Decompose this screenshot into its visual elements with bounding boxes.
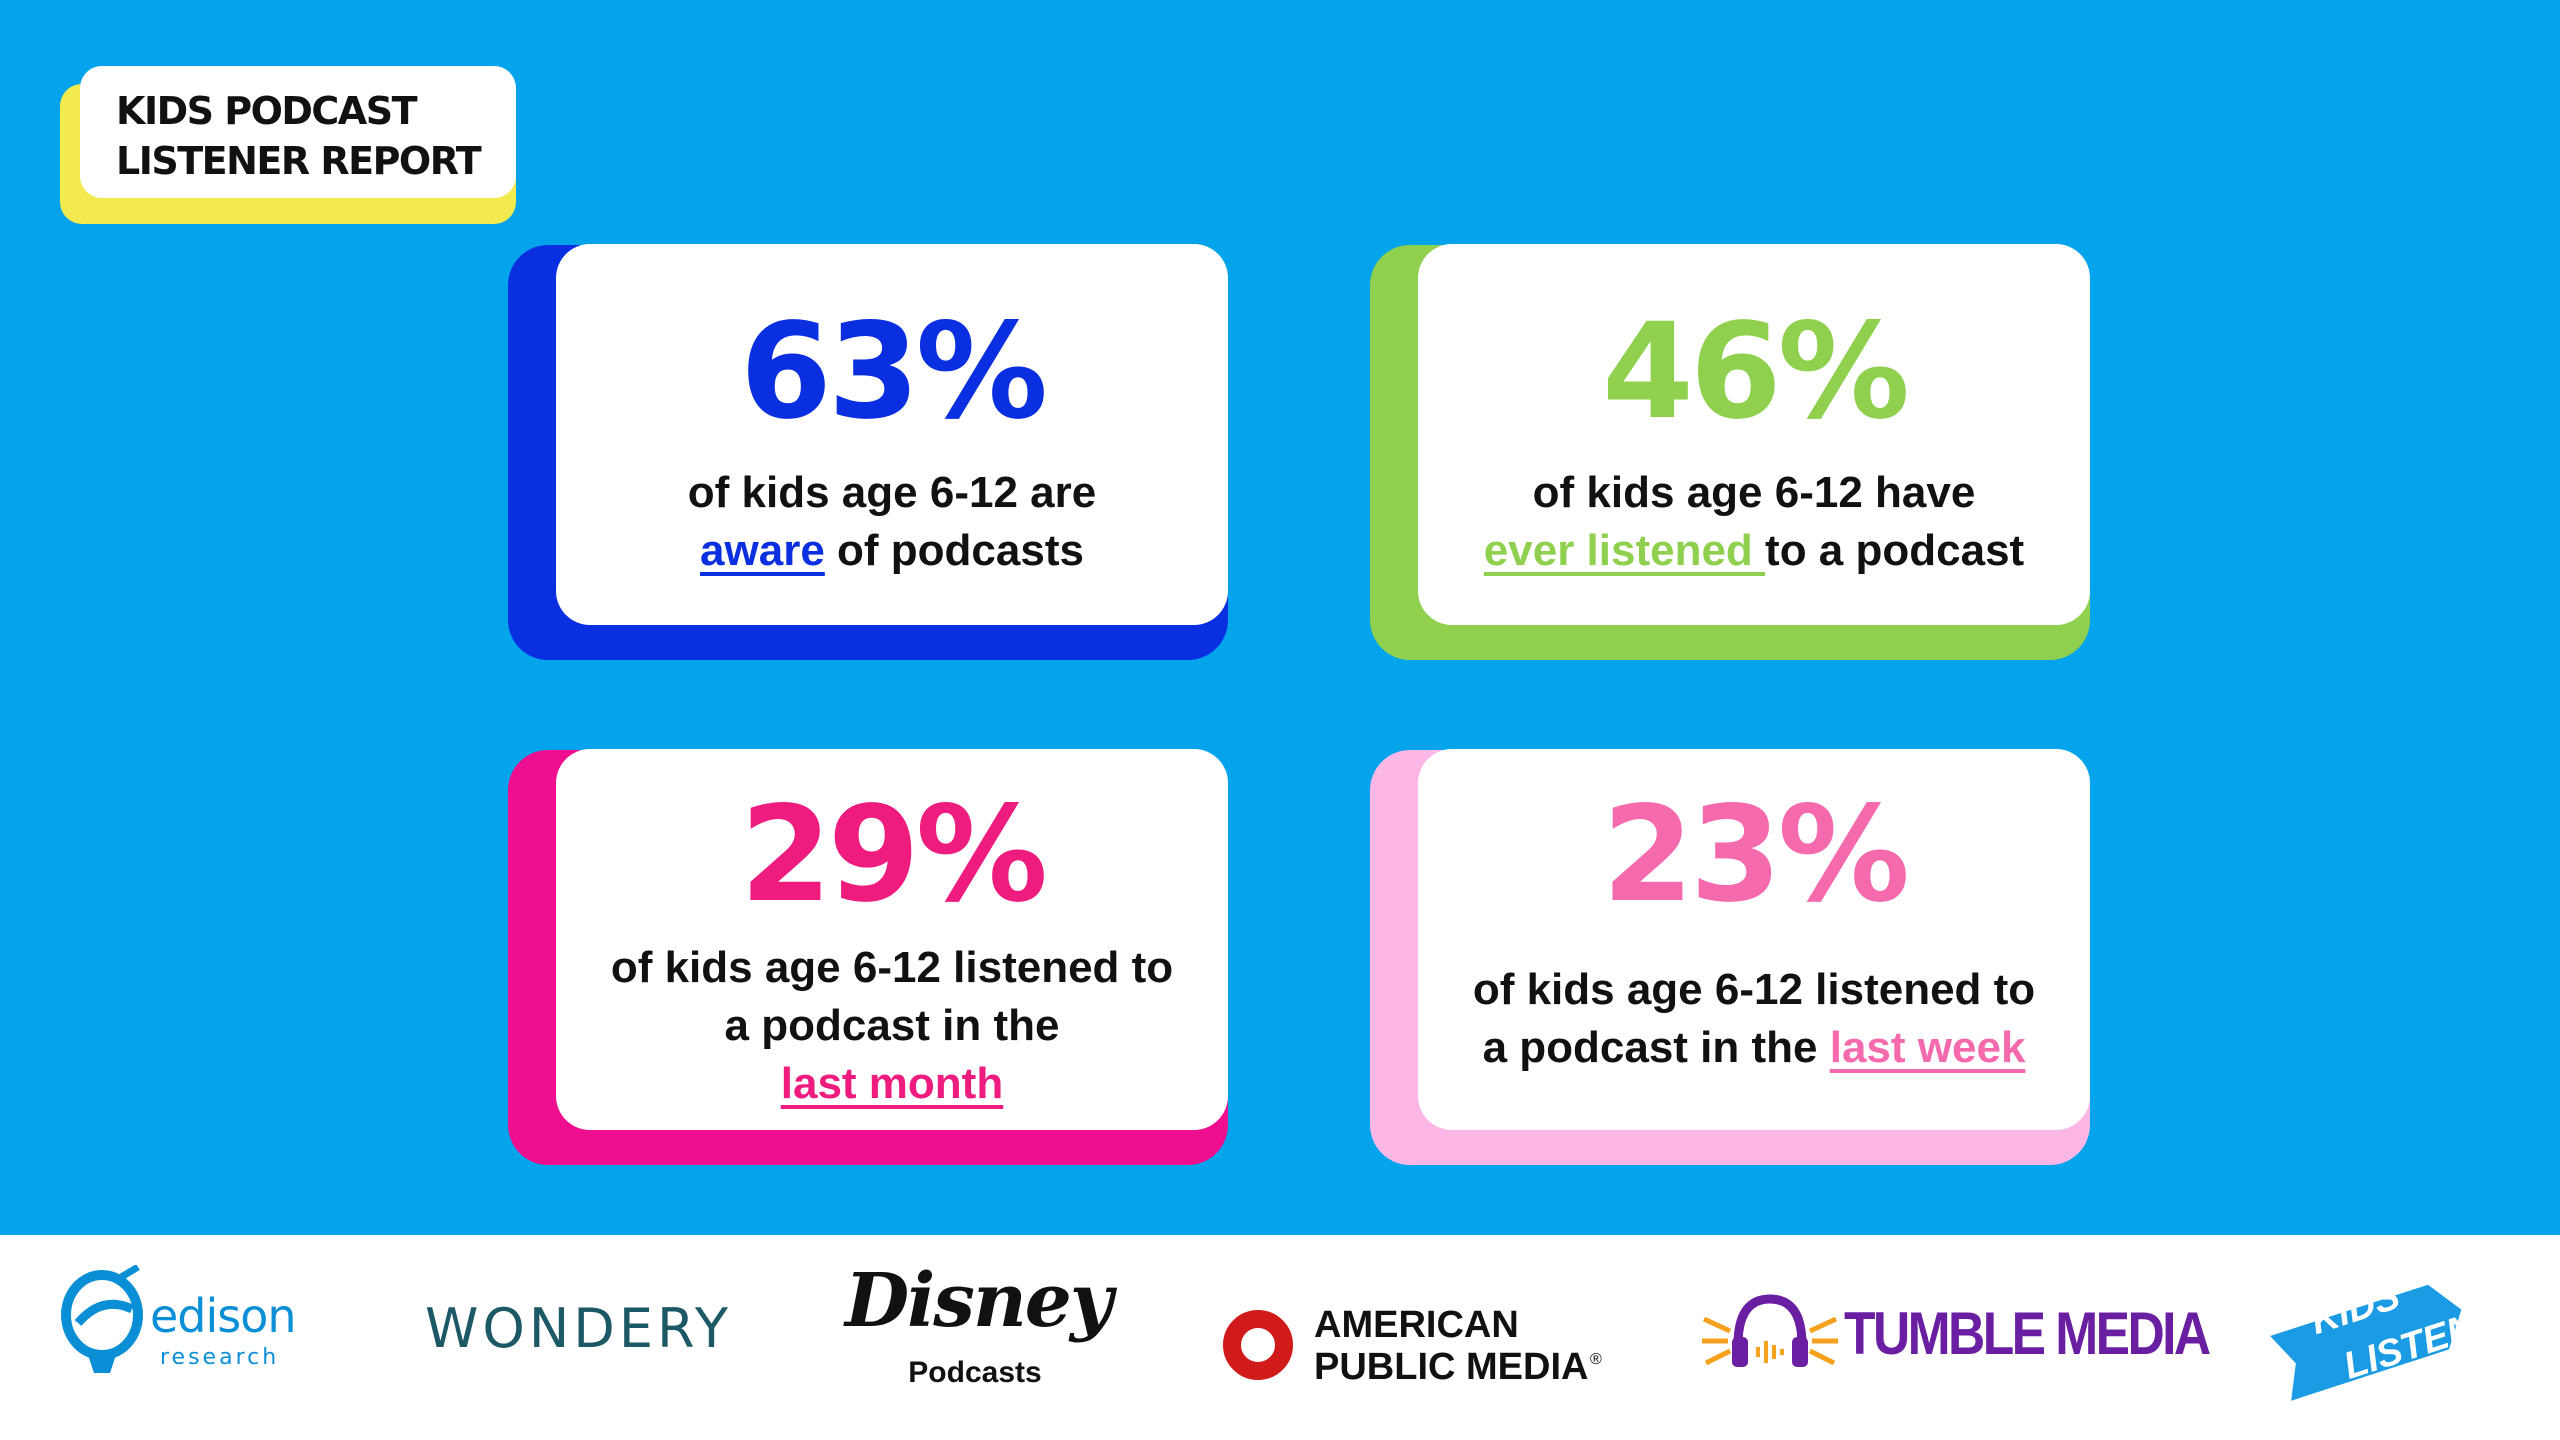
stat-percent: 23% xyxy=(1602,778,1910,932)
tumble-wordmark: TUMBLE MEDIA xyxy=(1844,1300,2211,1367)
stat-card-last-week: 23% of kids age 6-12 listened to a podca… xyxy=(1418,749,2090,1130)
stat-description-line: a podcast in the xyxy=(724,1001,1060,1050)
edison-research-logo: edison research xyxy=(58,1265,318,1395)
stat-card-last-month: 29% of kids age 6-12 listened to a podca… xyxy=(556,749,1228,1130)
stat-description-line: ever listened to a podcast xyxy=(1418,522,2090,580)
disney-subtitle: Podcasts xyxy=(908,1356,1042,1389)
stat-description-line: of kids age 6-12 are xyxy=(687,468,1097,517)
apm-registered-mark: ® xyxy=(1590,1351,1602,1368)
apm-circle-icon xyxy=(1223,1310,1293,1380)
kids-listen-logo: KIDS LISTEN xyxy=(2262,1269,2480,1409)
stat-highlight: ever listened xyxy=(1483,526,1766,575)
infographic-canvas: KIDS PODCAST LISTENER REPORT 63% of kids… xyxy=(60,66,2090,1165)
stat-highlight: aware xyxy=(700,526,825,575)
stat-card-aware: 63% of kids age 6-12 are aware of podcas… xyxy=(556,244,1228,625)
kids-listen-badge-icon xyxy=(2270,1284,2462,1401)
disney-wordmark: Disney xyxy=(845,1258,1113,1344)
edison-wordmark: edison xyxy=(150,1289,297,1343)
stat-description-line: aware of podcasts xyxy=(556,522,1228,580)
stat-description-line: last month xyxy=(556,1055,1228,1113)
stat-description-tail: of podcasts xyxy=(824,526,1084,575)
stat-highlight: last month xyxy=(780,1059,1004,1108)
report-tag-line-1: KIDS PODCAST xyxy=(116,89,418,133)
stat-description-line: a podcast in the last week xyxy=(1418,1019,2090,1077)
apm-line-2: PUBLIC MEDIA xyxy=(1314,1346,1589,1388)
stat-description-line: of kids age 6-12 listened to xyxy=(1472,965,2036,1014)
stat-card-ever-listened: 46% of kids age 6-12 have ever listened … xyxy=(1418,244,2090,625)
american-public-media-logo: AMERICAN PUBLIC MEDIA ® xyxy=(1222,1305,1642,1395)
stat-description-line: of kids age 6-12 have xyxy=(1532,468,1976,517)
edison-subtitle: research xyxy=(160,1345,280,1370)
stat-description-line: of kids age 6-12 listened to xyxy=(610,943,1174,992)
partner-logo-strip: edison research WONDERY Disney Podcasts … xyxy=(0,1235,2560,1440)
stat-percent: 29% xyxy=(740,778,1048,932)
stat-description-lead: a podcast in the xyxy=(1482,1023,1830,1072)
wondery-wordmark: WONDERY xyxy=(425,1297,733,1360)
report-tag: KIDS PODCAST LISTENER REPORT xyxy=(80,66,516,198)
stat-description: of kids age 6-12 listened to a podcast i… xyxy=(556,939,1228,1113)
apm-line-1: AMERICAN xyxy=(1314,1304,1519,1346)
stat-description: of kids age 6-12 are aware of podcasts xyxy=(556,464,1228,580)
report-tag-line-2: LISTENER REPORT xyxy=(116,139,482,183)
stat-percent: 46% xyxy=(1602,295,1910,449)
stat-description: of kids age 6-12 have ever listened to a… xyxy=(1418,464,2090,580)
tumble-media-logo: TUMBLE MEDIA xyxy=(1700,1287,2211,1387)
edison-bulb-icon xyxy=(61,1265,143,1373)
tumble-headphones-icon xyxy=(1702,1294,1838,1367)
disney-podcasts-logo: Disney Podcasts xyxy=(845,1257,1113,1427)
stat-highlight: last week xyxy=(1829,1023,2026,1072)
wondery-logo: WONDERY xyxy=(425,1297,732,1360)
stat-percent: 63% xyxy=(740,295,1048,449)
stat-description: of kids age 6-12 listened to a podcast i… xyxy=(1418,961,2090,1077)
stat-description-tail: to a podcast xyxy=(1765,526,2025,575)
